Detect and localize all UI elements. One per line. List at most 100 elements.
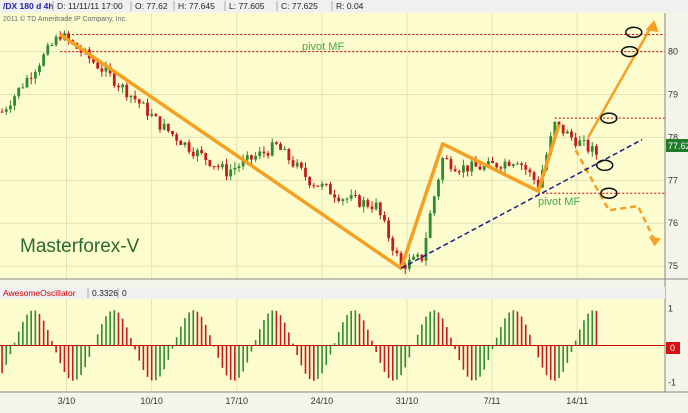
candle-body: [491, 160, 494, 164]
candle-body: [17, 87, 21, 97]
osc-tick-label: 1: [668, 303, 673, 313]
candle-body: [366, 200, 370, 207]
candle-body: [478, 166, 482, 170]
candle-body: [146, 102, 149, 116]
zero-badge: [666, 342, 680, 354]
candle-body: [187, 142, 191, 152]
projection-dashed-path: [574, 149, 656, 241]
candle-body: [574, 137, 578, 146]
candle-body: [258, 151, 262, 157]
oscillator-header-bar: [0, 287, 665, 299]
candle-body: [92, 58, 95, 63]
candle-body: [391, 238, 395, 251]
candle-body: [137, 99, 141, 104]
candle-body: [511, 164, 515, 166]
candle-body: [117, 85, 120, 88]
candle-body: [250, 155, 253, 160]
candle-body: [333, 194, 336, 198]
pivot-label-top: pivot MF: [302, 41, 344, 53]
zero-badge-text: 0: [670, 343, 675, 353]
candle-body: [586, 139, 590, 152]
candle-body: [166, 123, 170, 132]
candle-body: [42, 54, 46, 66]
highlight-ellipse: [600, 112, 618, 124]
oscillator-title: AwesomeOscillator: [3, 288, 76, 298]
candle-body: [112, 73, 116, 86]
candle-body: [304, 167, 307, 178]
candle-body: [553, 121, 557, 137]
projection-arrowhead-up: [645, 20, 659, 33]
candle-body: [516, 163, 519, 165]
axes: 75 76 77 78 79 80 1 -1 3/10 10/10 17/10 24/10 31/10 7…: [0, 13, 688, 406]
candle-body: [595, 146, 598, 155]
candle-body: [536, 179, 540, 188]
candle-body: [204, 153, 208, 161]
candle-body: [412, 256, 415, 260]
candle-body: [141, 102, 145, 104]
trend-path: [59, 33, 561, 271]
candle-body: [38, 65, 41, 73]
candle-body: [520, 163, 524, 166]
candle-body: [362, 200, 366, 207]
candle-body: [171, 131, 174, 135]
candle-body: [158, 116, 162, 130]
main-header-bar: [0, 0, 688, 12]
projection-arrow-up: [587, 27, 652, 139]
candle-body: [220, 164, 224, 168]
symbol-label: /DX 180 d 4h: [3, 1, 54, 11]
candle-body: [196, 150, 199, 157]
candle-body: [532, 172, 536, 180]
candle-body: [133, 95, 137, 100]
open-label: O: 77.62: [135, 1, 168, 11]
candle-body: [441, 158, 445, 180]
candle-body: [582, 139, 586, 141]
candle-body: [33, 72, 37, 79]
candle-body: [154, 114, 158, 117]
x-tick-label: 17/10: [225, 396, 248, 406]
candle-body: [387, 220, 391, 239]
candle-body: [229, 169, 233, 177]
candle-body: [283, 149, 287, 151]
candle-body: [557, 121, 561, 125]
pivot-lines: [60, 33, 665, 194]
pivot-label-bottom: pivot MF: [538, 196, 580, 208]
candle-body: [29, 77, 33, 79]
candle-body: [183, 142, 187, 146]
candle-body: [266, 153, 270, 156]
candle-body: [374, 202, 378, 210]
candle-body: [453, 169, 457, 172]
candle-body: [349, 194, 353, 199]
candle-body: [21, 87, 25, 89]
highlight-ellipse: [620, 45, 639, 58]
candle-body: [324, 183, 328, 185]
candle-body: [279, 143, 282, 150]
candle-body: [245, 155, 249, 160]
candle-body: [237, 166, 241, 168]
candle-body: [13, 96, 16, 106]
candle-body: [495, 163, 499, 168]
candle-body: [590, 146, 594, 152]
high-label: H: 77.645: [178, 1, 215, 11]
candle-body: [208, 160, 212, 167]
candle-body: [233, 167, 237, 170]
highlight-ellipse: [625, 26, 643, 39]
candle-body: [449, 159, 453, 170]
candle-body: [162, 123, 166, 130]
candle-body: [216, 166, 220, 168]
candle-body: [416, 254, 420, 257]
watermark: Masterforex-V: [20, 236, 140, 257]
last-price-badge: [666, 139, 688, 152]
candle-body: [129, 95, 133, 98]
candle-body: [507, 161, 511, 166]
candle-body: [528, 169, 532, 173]
candle-body: [191, 151, 195, 157]
candle-body: [274, 142, 278, 144]
candle-body: [470, 161, 474, 172]
candle-body: [299, 162, 303, 168]
candle-body: [482, 165, 486, 170]
range-label: R: 0.04: [336, 1, 364, 11]
y-tick-label: 78: [668, 132, 678, 142]
candle-body: [121, 84, 125, 88]
x-tick-label: 24/10: [311, 396, 334, 406]
candle-body: [67, 33, 70, 41]
